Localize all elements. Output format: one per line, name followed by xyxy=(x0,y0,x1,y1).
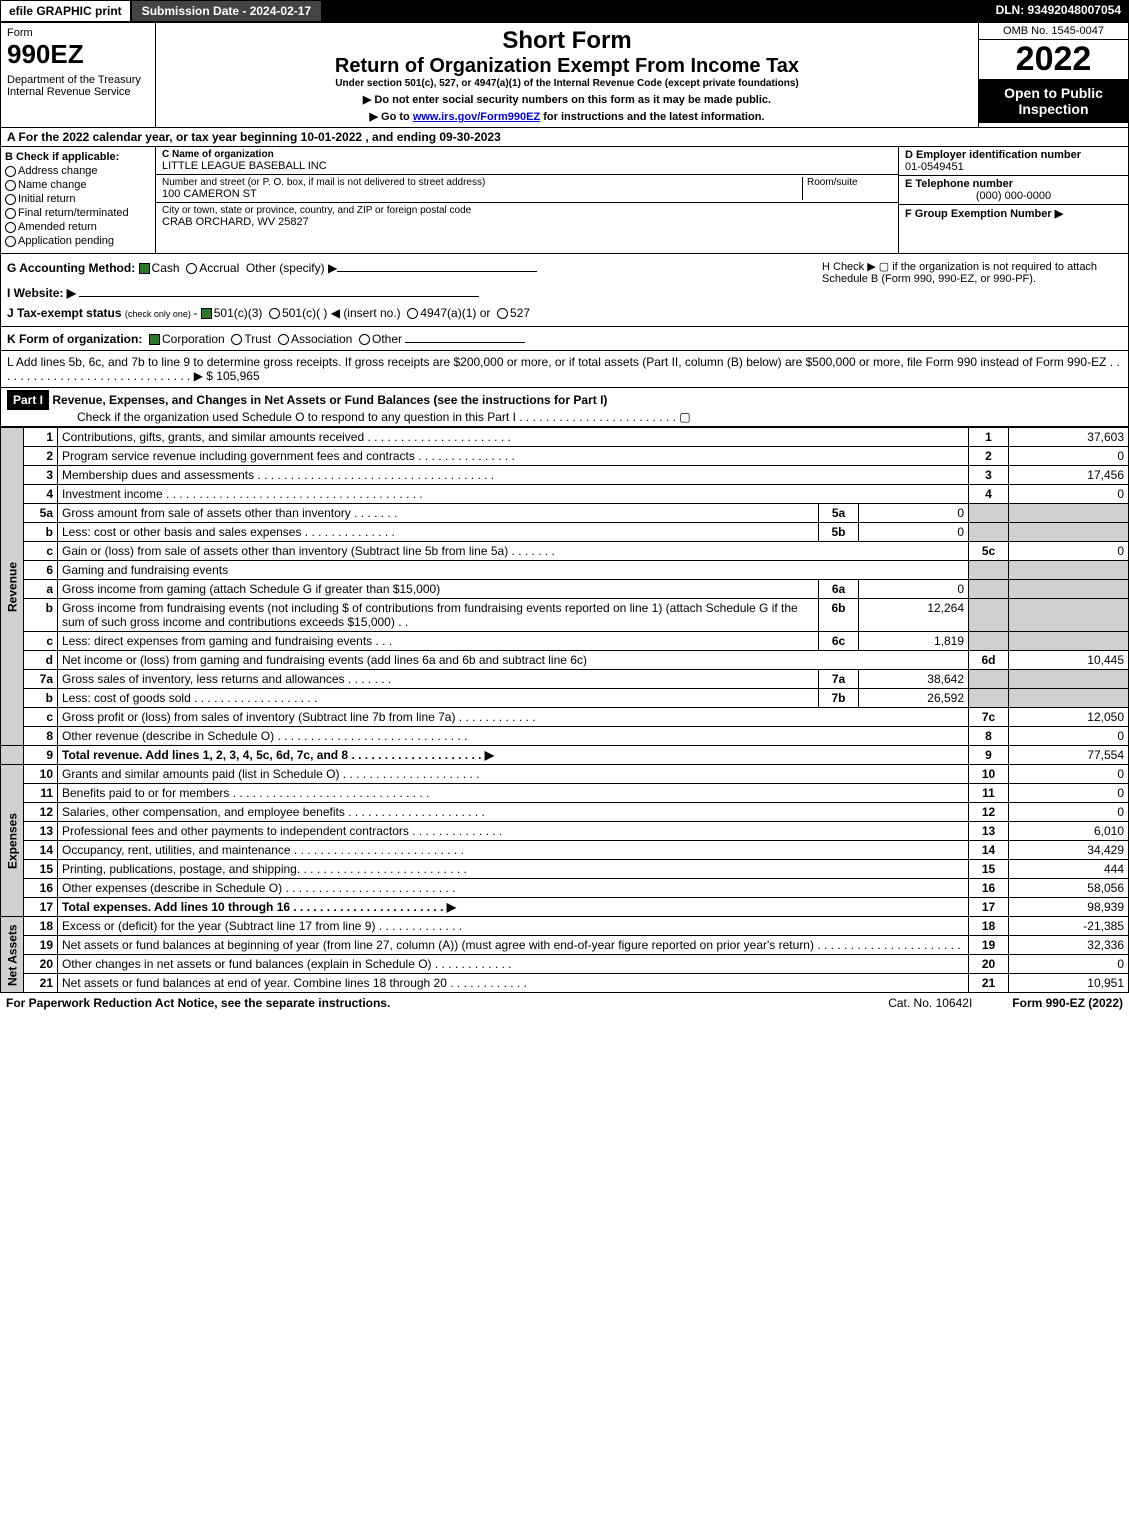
short-form-label: Short Form xyxy=(160,27,974,55)
side-expenses: Expenses xyxy=(1,765,24,917)
part1-label: Part I xyxy=(7,390,49,410)
chk-association[interactable] xyxy=(278,334,289,345)
row-i: I Website: ▶ xyxy=(7,285,822,300)
room-label: Room/suite xyxy=(807,177,892,188)
side-revenue: Revenue xyxy=(1,428,24,746)
ein-value: 01-0549451 xyxy=(905,161,964,173)
footer-right: Form 990-EZ (2022) xyxy=(1012,996,1123,1010)
chk-initial-return[interactable]: Initial return xyxy=(5,193,151,205)
lines-table: Revenue 1 Contributions, gifts, grants, … xyxy=(0,427,1129,993)
row-g: G Accounting Method: Cash Accrual Other … xyxy=(7,260,822,275)
form-header: Form 990EZ Department of the Treasury In… xyxy=(0,22,1129,128)
org-name-row: C Name of organization LITTLE LEAGUE BAS… xyxy=(156,147,898,175)
page-footer: For Paperwork Reduction Act Notice, see … xyxy=(0,993,1129,1013)
form-word: Form xyxy=(7,27,149,39)
city-value: CRAB ORCHARD, WV 25827 xyxy=(162,216,892,228)
chk-trust[interactable] xyxy=(231,334,242,345)
submission-date: Submission Date - 2024-02-17 xyxy=(131,0,322,22)
col-b: B Check if applicable: Address change Na… xyxy=(1,147,156,253)
chk-cash[interactable] xyxy=(139,263,150,274)
group-exemption-row: F Group Exemption Number ▶ xyxy=(899,205,1128,222)
tax-year: 2022 xyxy=(979,40,1128,79)
row-l: L Add lines 5b, 6c, and 7b to line 9 to … xyxy=(0,351,1129,388)
tel-value: (000) 000-0000 xyxy=(905,190,1122,202)
city-row: City or town, state or province, country… xyxy=(156,203,898,230)
open-to-public: Open to Public Inspection xyxy=(979,79,1128,123)
chk-501c[interactable] xyxy=(269,308,280,319)
tel-label: E Telephone number xyxy=(905,178,1013,190)
ein-label: D Employer identification number xyxy=(905,149,1081,161)
header-left: Form 990EZ Department of the Treasury In… xyxy=(1,23,156,127)
efile-print-button[interactable]: efile GRAPHIC print xyxy=(0,0,131,22)
section-ghi: G Accounting Method: Cash Accrual Other … xyxy=(0,254,1129,327)
dept-treasury: Department of the Treasury xyxy=(7,74,149,86)
goto-pre: ▶ Go to xyxy=(370,111,413,123)
footer-center: Cat. No. 10642I xyxy=(888,996,972,1010)
line-1-val: 37,603 xyxy=(1009,428,1129,447)
ssn-warning: ▶ Do not enter social security numbers o… xyxy=(160,93,974,106)
line-1-col: 1 xyxy=(969,428,1009,447)
ein-row: D Employer identification number 01-0549… xyxy=(899,147,1128,176)
chk-4947[interactable] xyxy=(407,308,418,319)
col-d: D Employer identification number 01-0549… xyxy=(898,147,1128,253)
b-label: B Check if applicable: xyxy=(5,151,151,163)
website-input[interactable] xyxy=(79,285,479,297)
chk-name-change[interactable]: Name change xyxy=(5,179,151,191)
footer-left: For Paperwork Reduction Act Notice, see … xyxy=(6,996,390,1010)
goto-post: for instructions and the latest informat… xyxy=(540,111,764,123)
omb-number: OMB No. 1545-0047 xyxy=(979,23,1128,40)
side-net-assets: Net Assets xyxy=(1,917,24,993)
row-h: H Check ▶ ▢ if the organization is not r… xyxy=(822,260,1122,320)
chk-address-change[interactable]: Address change xyxy=(5,165,151,177)
chk-amended-return[interactable]: Amended return xyxy=(5,221,151,233)
chk-501c3[interactable] xyxy=(201,308,212,319)
tel-row: E Telephone number (000) 000-0000 xyxy=(899,176,1128,205)
city-label: City or town, state or province, country… xyxy=(162,205,892,216)
row-j: J Tax-exempt status (check only one) - 5… xyxy=(7,306,822,320)
ghi-left: G Accounting Method: Cash Accrual Other … xyxy=(7,260,822,320)
section-bcd: B Check if applicable: Address change Na… xyxy=(0,147,1129,254)
line-1-desc: Contributions, gifts, grants, and simila… xyxy=(58,428,969,447)
line-1-num: 1 xyxy=(24,428,58,447)
irs: Internal Revenue Service xyxy=(7,86,149,98)
dln: DLN: 93492048007054 xyxy=(988,0,1129,22)
col-c: C Name of organization LITTLE LEAGUE BAS… xyxy=(156,147,898,253)
part1-title: Revenue, Expenses, and Changes in Net As… xyxy=(52,393,607,407)
form-number: 990EZ xyxy=(7,39,149,70)
part1-header-row: Part I Revenue, Expenses, and Changes in… xyxy=(0,388,1129,427)
top-bar: efile GRAPHIC print Submission Date - 20… xyxy=(0,0,1129,22)
chk-corporation[interactable] xyxy=(149,334,160,345)
chk-527[interactable] xyxy=(497,308,508,319)
row-a-tax-year: A For the 2022 calendar year, or tax yea… xyxy=(0,128,1129,147)
street-row: Number and street (or P. O. box, if mail… xyxy=(156,175,898,203)
chk-other-org[interactable] xyxy=(359,334,370,345)
chk-accrual[interactable] xyxy=(186,263,197,274)
header-center: Short Form Return of Organization Exempt… xyxy=(156,23,978,127)
group-exemption-label: F Group Exemption Number ▶ xyxy=(905,208,1063,220)
part1-sub: Check if the organization used Schedule … xyxy=(77,410,691,424)
header-right: OMB No. 1545-0047 2022 Open to Public In… xyxy=(978,23,1128,127)
chk-application-pending[interactable]: Application pending xyxy=(5,235,151,247)
street-value: 100 CAMERON ST xyxy=(162,188,802,200)
other-specify-input[interactable] xyxy=(337,260,537,272)
goto-link-row: ▶ Go to www.irs.gov/Form990EZ for instru… xyxy=(160,110,974,123)
street-label: Number and street (or P. O. box, if mail… xyxy=(162,177,802,188)
org-name-value: LITTLE LEAGUE BASEBALL INC xyxy=(162,160,892,172)
chk-final-return[interactable]: Final return/terminated xyxy=(5,207,151,219)
g-label: G Accounting Method: xyxy=(7,261,135,275)
other-org-input[interactable] xyxy=(405,331,525,343)
irs-link[interactable]: www.irs.gov/Form990EZ xyxy=(413,111,540,123)
form-subtitle: Under section 501(c), 527, or 4947(a)(1)… xyxy=(160,78,974,89)
org-name-label: C Name of organization xyxy=(162,149,892,160)
form-title: Return of Organization Exempt From Incom… xyxy=(160,55,974,78)
row-k: K Form of organization: Corporation Trus… xyxy=(0,327,1129,351)
